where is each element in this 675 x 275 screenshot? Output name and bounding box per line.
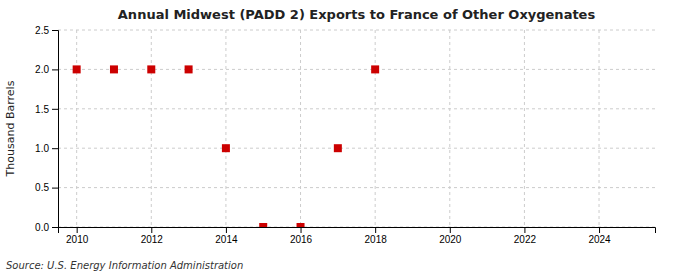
x-axis: 2010 2012 2014 2016 2018 2020 2022 2024 (59, 227, 656, 245)
x-tick: 2020 (439, 227, 462, 245)
x-tick: 2010 (66, 227, 89, 245)
x-tick-mark (77, 227, 78, 233)
grid-line-x (524, 30, 525, 227)
x-tick: 2022 (514, 227, 537, 245)
point (73, 65, 81, 73)
point (110, 65, 118, 73)
grid-line-x (76, 30, 77, 227)
x-tick-mark (599, 227, 600, 233)
point (185, 65, 193, 73)
grid-line-x (375, 30, 376, 227)
title: Annual Midwest (PADD 2) Exports to Franc… (118, 7, 596, 22)
chart: 2010 2012 2014 2016 2018 2020 2022 2024 0.0 0.5 1.… (0, 0, 675, 275)
point (334, 144, 342, 152)
x-tick: 2012 (141, 227, 164, 245)
y-tick: 0.5 (35, 182, 58, 193)
grid-line-y (58, 187, 655, 188)
grid (58, 30, 655, 227)
y-tick-label: 1.0 (35, 143, 49, 154)
grid-line-y (58, 148, 655, 149)
x-tick-mark (375, 227, 376, 233)
y-tick: 0.0 (35, 222, 58, 233)
y-tick: 2.5 (35, 25, 58, 36)
x-tick-label: 2014 (215, 234, 238, 245)
y-axis-title: Thousand Barrels (4, 80, 17, 177)
grid-line-x (151, 30, 152, 227)
y-tick: 1.0 (35, 143, 58, 154)
point (371, 65, 379, 73)
x-tick-mark (151, 227, 152, 233)
y-tick-label: 0.5 (35, 182, 49, 193)
x-tick-label: 2024 (588, 234, 611, 245)
y-axis-line (52, 31, 59, 228)
y-tick-mark (52, 69, 58, 70)
source: Source: U.S. Energy Information Administ… (6, 260, 243, 271)
grid-line-x (449, 30, 450, 227)
x-tick-label: 2022 (514, 234, 537, 245)
x-tick-mark (301, 227, 302, 233)
x-tick: 2016 (290, 227, 313, 245)
grid-line-y (58, 30, 655, 31)
y-tick: 2.0 (35, 64, 58, 75)
point (259, 223, 267, 227)
point (297, 223, 305, 227)
x-tick-mark (524, 227, 525, 233)
x-tick: 2018 (365, 227, 388, 245)
x-tick-label: 2018 (365, 234, 388, 245)
y-tick-mark (52, 109, 58, 110)
grid-line-x (300, 30, 301, 227)
y-tick-label: 1.5 (35, 104, 49, 115)
plot: 2010 2012 2014 2016 2018 2020 2022 2024 0.0 0.5 1.… (35, 25, 655, 245)
y-tick-mark (52, 30, 58, 31)
y-tick-label: 2.0 (35, 64, 49, 75)
x-tick-label: 2016 (290, 234, 313, 245)
x-tick-label: 2010 (66, 234, 89, 245)
x-tick-label: 2012 (141, 234, 164, 245)
grid-line-x (225, 30, 226, 227)
y-tick-label: 0.0 (35, 222, 49, 233)
grid-line-x (599, 30, 600, 227)
y-tick-mark (52, 148, 58, 149)
x-tick-label: 2020 (439, 234, 462, 245)
y-axis: 0.0 0.5 1.0 1.5 2.0 2.5 (35, 25, 58, 233)
y-tick-label: 2.5 (35, 25, 49, 36)
points (73, 65, 380, 227)
x-tick: 2014 (215, 227, 238, 245)
x-axis-line (59, 228, 656, 234)
y-tick: 1.5 (35, 104, 58, 115)
x-tick: 2024 (588, 227, 611, 245)
point (222, 144, 230, 152)
x-tick-mark (226, 227, 227, 233)
y-tick-mark (52, 227, 58, 228)
point (147, 65, 155, 73)
y-tick-mark (52, 188, 58, 189)
grid-line-y (58, 108, 655, 109)
x-tick-mark (450, 227, 451, 233)
